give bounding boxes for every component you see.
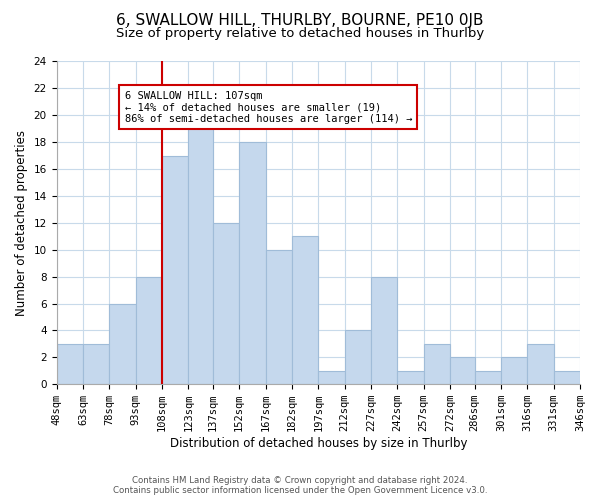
Y-axis label: Number of detached properties: Number of detached properties [15, 130, 28, 316]
Bar [450, 358, 475, 384]
Bar [239, 142, 266, 384]
Text: 6, SWALLOW HILL, THURLBY, BOURNE, PE10 0JB: 6, SWALLOW HILL, THURLBY, BOURNE, PE10 0… [116, 12, 484, 28]
Bar [397, 371, 424, 384]
Bar [83, 344, 109, 384]
Bar [424, 344, 450, 384]
Text: 6 SWALLOW HILL: 107sqm
← 14% of detached houses are smaller (19)
86% of semi-det: 6 SWALLOW HILL: 107sqm ← 14% of detached… [125, 90, 412, 124]
Bar [475, 371, 501, 384]
X-axis label: Distribution of detached houses by size in Thurlby: Distribution of detached houses by size … [170, 437, 467, 450]
Bar [56, 344, 83, 384]
Bar [554, 371, 580, 384]
Bar [109, 304, 136, 384]
Bar [266, 250, 292, 384]
Bar [213, 223, 239, 384]
Bar [188, 116, 213, 384]
Bar [527, 344, 554, 384]
Bar [371, 276, 397, 384]
Bar [292, 236, 318, 384]
Bar [162, 156, 188, 384]
Bar [318, 371, 344, 384]
Text: Size of property relative to detached houses in Thurlby: Size of property relative to detached ho… [116, 28, 484, 40]
Text: Contains HM Land Registry data © Crown copyright and database right 2024.
Contai: Contains HM Land Registry data © Crown c… [113, 476, 487, 495]
Bar [136, 276, 162, 384]
Bar [501, 358, 527, 384]
Bar [344, 330, 371, 384]
